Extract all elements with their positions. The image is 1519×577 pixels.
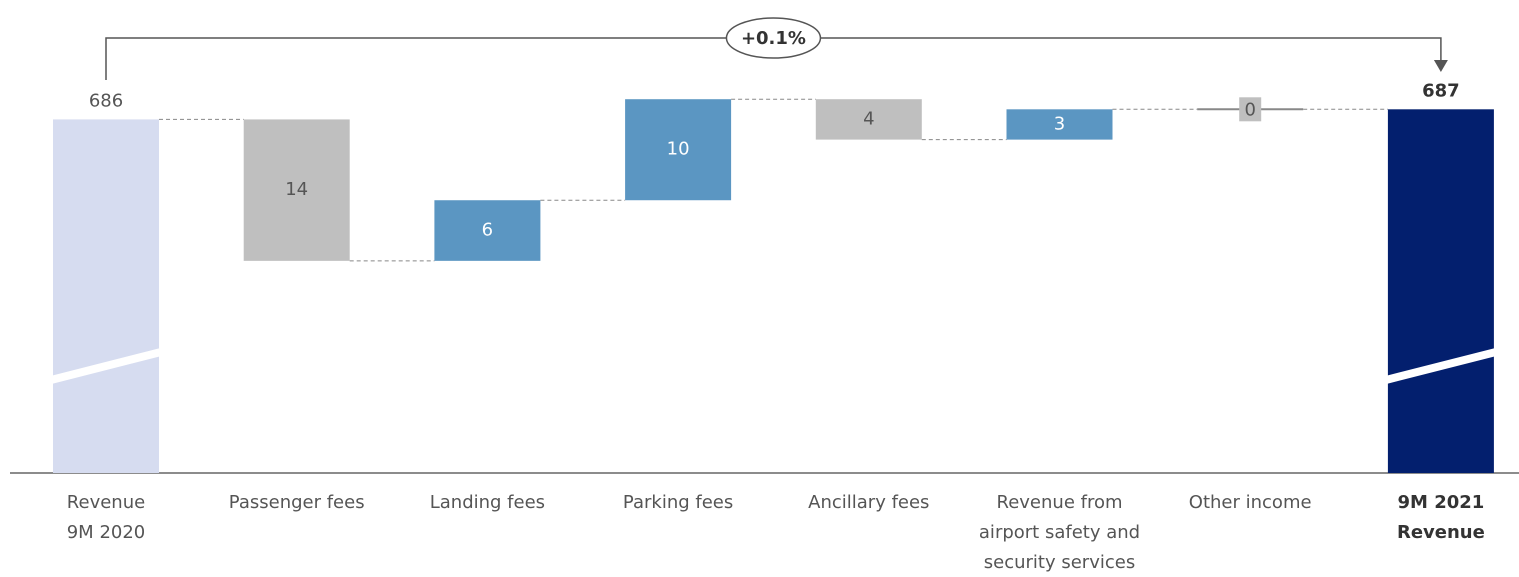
x-tick-label: Landing fees [429,492,546,513]
bar [815,99,922,140]
x-tick-label: Revenue 9M 2020 [66,492,146,543]
x-tick-label: Revenue from airport safety and security… [978,492,1141,573]
x-tick-label: Parking fees [622,492,734,513]
x-tick-label: Passenger fees [228,492,365,513]
bar [625,99,732,201]
bar [1387,109,1494,474]
value-label: 3 [1054,113,1065,134]
annotation-arrow [1433,60,1448,72]
value-label: 0 [1244,99,1255,120]
value-label: 14 [285,179,308,200]
axis-break [1384,348,1497,384]
value-label: 10 [667,139,690,160]
bar [243,119,350,261]
value-label: 686 [89,90,123,111]
x-tick-label: Ancillary fees [808,492,930,513]
annotation: +0.1% [741,28,806,49]
value-label: 4 [863,108,874,129]
axis-break [50,348,162,384]
value-label: 6 [482,220,493,241]
annotation-bubble [725,17,822,59]
zero-box [1239,97,1262,122]
x-tick-label: Other income [1188,492,1312,513]
bar [434,200,541,261]
value-label: 687 [1422,80,1460,101]
bar [53,119,159,474]
bar [1006,109,1113,140]
x-tick-label: 9M 2021 Revenue [1396,492,1485,543]
